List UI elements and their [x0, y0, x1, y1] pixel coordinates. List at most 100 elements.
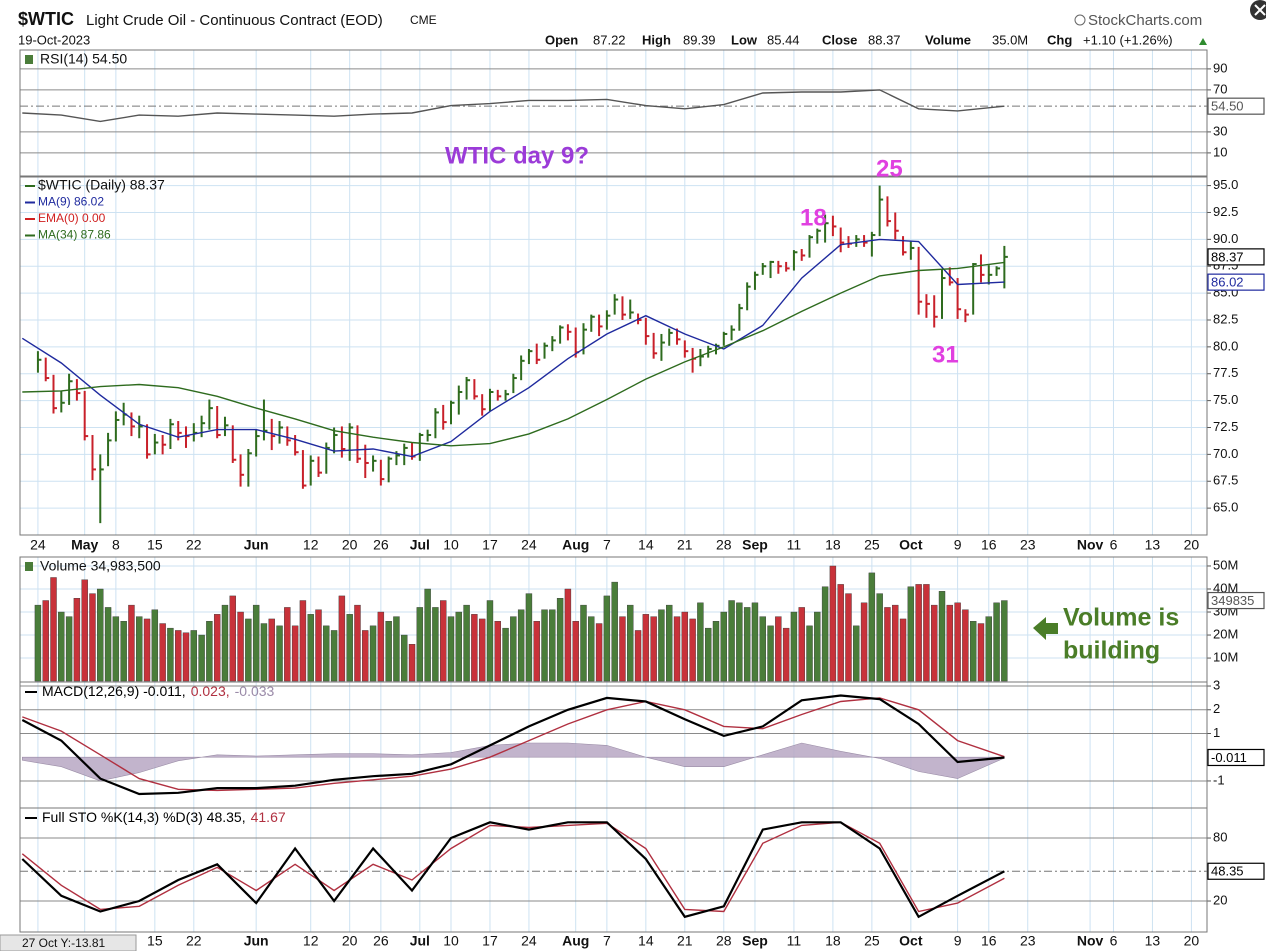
x-tick-label-bottom: 9 — [954, 933, 962, 949]
volume-bar — [401, 634, 408, 682]
x-tick-label: 23 — [1020, 537, 1036, 553]
volume-bar — [814, 611, 821, 682]
y-tick-label: 50M — [1213, 557, 1238, 572]
volume-bar — [276, 625, 283, 682]
volume-bar — [463, 604, 470, 682]
x-tick-label-bottom: 24 — [521, 933, 537, 949]
volume-bar — [806, 625, 813, 682]
marks-layer — [21, 89, 1008, 919]
volume-bar — [112, 616, 120, 682]
volume-bar — [89, 593, 96, 682]
x-tick-label: 10 — [443, 537, 459, 553]
volume-bar — [151, 609, 159, 682]
y-tick-label: 20M — [1213, 626, 1238, 641]
bg-layer — [20, 50, 1207, 932]
panel-border — [19, 807, 1208, 933]
y-tick-label: -1 — [1213, 772, 1225, 787]
volume-bar — [556, 598, 564, 682]
quote-value: 85.44 — [767, 32, 800, 47]
legend-text: $WTIC (Daily) 88.37 — [38, 177, 165, 193]
legend-entry: -0.033 — [235, 683, 275, 699]
x-tick-label: Jun — [244, 537, 269, 553]
volume-bar — [977, 623, 985, 682]
annotation: 31 — [932, 341, 959, 368]
quote-label: Low — [731, 32, 758, 47]
volume-bar — [377, 611, 385, 682]
annotation: 25 — [876, 155, 903, 182]
legend-text: EMA(0) 0.00 — [38, 211, 106, 225]
volume-bar — [751, 602, 759, 682]
y-tick-label: 10 — [1213, 144, 1227, 159]
y-tick-label: 70.0 — [1213, 446, 1238, 461]
volume-bar — [884, 607, 891, 682]
volume-bar — [720, 611, 727, 682]
panel-border — [19, 49, 1208, 177]
y-tick-label: 77.5 — [1213, 365, 1238, 380]
volume-bar — [993, 602, 1000, 682]
legend-icon — [25, 562, 33, 571]
volume-bar — [899, 618, 907, 682]
volume-bar — [432, 607, 439, 682]
volume-bar — [128, 604, 135, 682]
legend-text: Volume 34,983,500 — [40, 558, 161, 574]
volume-bar — [354, 604, 361, 682]
x-tick-label-bottom: 6 — [1110, 933, 1118, 949]
source: StockCharts.com — [1088, 12, 1202, 29]
x-tick-label-bottom: 15 — [147, 933, 163, 949]
volume-bar — [338, 595, 346, 682]
volume-bar — [120, 621, 127, 682]
value-box — [1207, 591, 1265, 610]
volume-bar — [782, 627, 790, 682]
volume-bar — [533, 621, 540, 682]
close-button[interactable] — [1250, 0, 1266, 20]
volume-bar — [471, 614, 478, 682]
x-tick-label-bottom: Jul — [410, 933, 430, 949]
value-box-label: 54.50 — [1211, 99, 1244, 114]
volume-bar — [564, 588, 572, 682]
symbol: $WTIC — [18, 9, 74, 29]
legend-text: Full STO %K(14,3) %D(3) 48.35, 41.67 — [42, 809, 286, 825]
volume-bar — [104, 607, 112, 682]
legend-text: MA(9) 86.02 — [38, 195, 104, 209]
close-icon[interactable] — [1250, 0, 1266, 20]
volume-bar — [837, 584, 844, 682]
volume-bar — [167, 627, 174, 682]
annotation: Volume is — [1063, 604, 1179, 632]
x-tick-label-bottom: Nov — [1077, 933, 1104, 949]
y-tick-label: 30 — [1213, 123, 1227, 138]
x-tick-label: 26 — [373, 537, 389, 553]
volume-bar — [346, 614, 353, 682]
volume-bar — [915, 584, 922, 682]
volume-bar — [775, 616, 782, 682]
source-logo — [1074, 14, 1086, 26]
x-tick-label: 18 — [825, 537, 841, 553]
annotation: 18 — [800, 204, 827, 231]
indicator-line — [22, 697, 1005, 792]
volume-bar — [743, 607, 751, 682]
volume-bar — [455, 611, 462, 682]
x-tick-label-bottom: 23 — [1020, 933, 1036, 949]
instrument-name: Light Crude Oil - Continuous Contract (E… — [86, 12, 383, 29]
x-tick-label: Aug — [562, 537, 589, 553]
volume-bar — [931, 604, 938, 682]
volume-bar — [697, 602, 704, 682]
volume-bar — [221, 604, 229, 682]
volume-bar — [424, 588, 431, 682]
x-tick-label: 7 — [603, 537, 611, 553]
volume-bar — [681, 611, 689, 682]
value-box — [1207, 862, 1265, 880]
volume-bar — [362, 630, 369, 682]
volume-bar — [954, 602, 961, 682]
x-tick-label-bottom: 20 — [342, 933, 358, 949]
volume-bar — [650, 616, 657, 682]
quote-value: +1.10 (+1.26%) — [1083, 32, 1173, 47]
volume-bar — [525, 593, 533, 682]
y-tick-label: 65.0 — [1213, 500, 1238, 515]
quote-label: High — [642, 32, 671, 47]
value-box — [1207, 273, 1265, 291]
legend-icon — [25, 55, 33, 64]
legend-text: MA(34) 87.86 — [38, 228, 111, 242]
x-tick-label-bottom: 16 — [981, 933, 997, 949]
volume-bar — [580, 604, 587, 682]
